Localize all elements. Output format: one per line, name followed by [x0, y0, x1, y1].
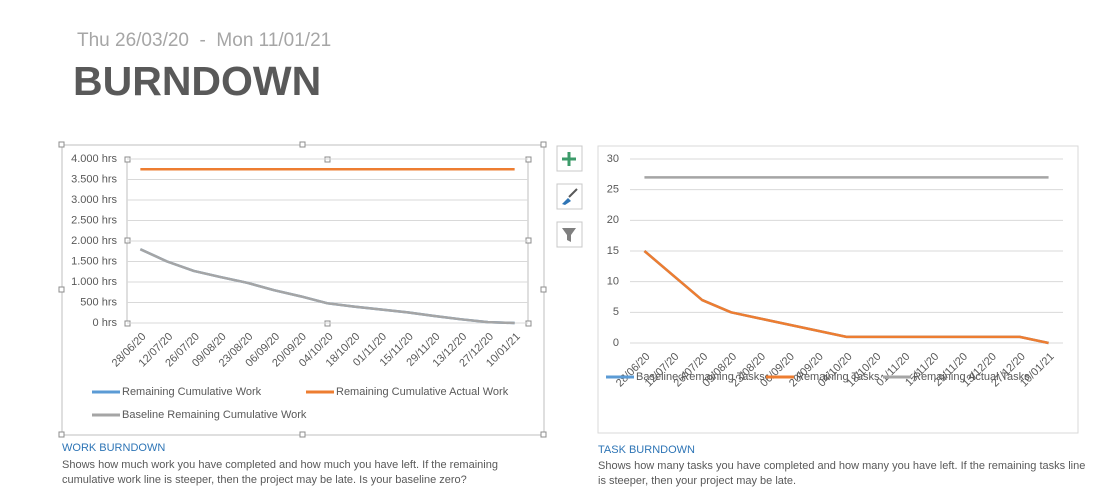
y-tick-label: 20 [607, 214, 619, 226]
y-tick-label: 0 [613, 337, 619, 349]
date-range: Thu 26/03/20 - Mon 11/01/21 [77, 30, 332, 51]
y-tick-label: 4.000 hrs [71, 153, 117, 165]
y-tick-label: 5 [613, 306, 619, 318]
legend-label: Baseline Remaining Tasks [636, 371, 765, 383]
chart-description: Shows how many tasks you have completed … [598, 460, 1086, 487]
y-tick-label: 25 [607, 184, 619, 196]
series-line [139, 248, 515, 325]
chart-title: TASK BURNDOWN [598, 444, 695, 456]
chart-buttons[interactable] [556, 145, 583, 248]
legend-label: Remaining Cumulative Actual Work [336, 386, 509, 398]
legend-label: Remaining Cumulative Work [122, 386, 262, 398]
y-tick-label: 1.500 hrs [71, 255, 117, 267]
plus-icon [562, 152, 576, 166]
brush-icon [562, 198, 571, 205]
y-tick-label: 10 [607, 276, 619, 288]
y-tick-label: 3.000 hrs [71, 194, 117, 206]
report-title: BURNDOWN [73, 58, 322, 104]
y-tick-label: 15 [607, 245, 619, 257]
y-tick-label: 1.000 hrs [71, 276, 117, 288]
series-line [643, 250, 1049, 345]
chart-title: WORK BURNDOWN [62, 442, 166, 454]
y-tick-label: 2.500 hrs [71, 214, 117, 226]
legend-label: Remaining Actual Tasks [913, 371, 1030, 383]
filter-icon [562, 228, 576, 242]
series-line [643, 250, 1049, 345]
chart-frame [597, 145, 1079, 434]
y-tick-label: 3.500 hrs [71, 173, 117, 185]
legend-label: Remaining Tasks [796, 371, 880, 383]
legend-label: Baseline Remaining Cumulative Work [122, 409, 307, 421]
chart-description: Shows how much work you have completed a… [62, 459, 498, 486]
series-line [139, 248, 515, 325]
brush-handle [568, 188, 578, 198]
y-tick-label: 2.000 hrs [71, 235, 117, 247]
y-tick-label: 0 hrs [93, 317, 118, 329]
y-tick-label: 500 hrs [80, 296, 117, 308]
y-tick-label: 30 [607, 153, 619, 165]
